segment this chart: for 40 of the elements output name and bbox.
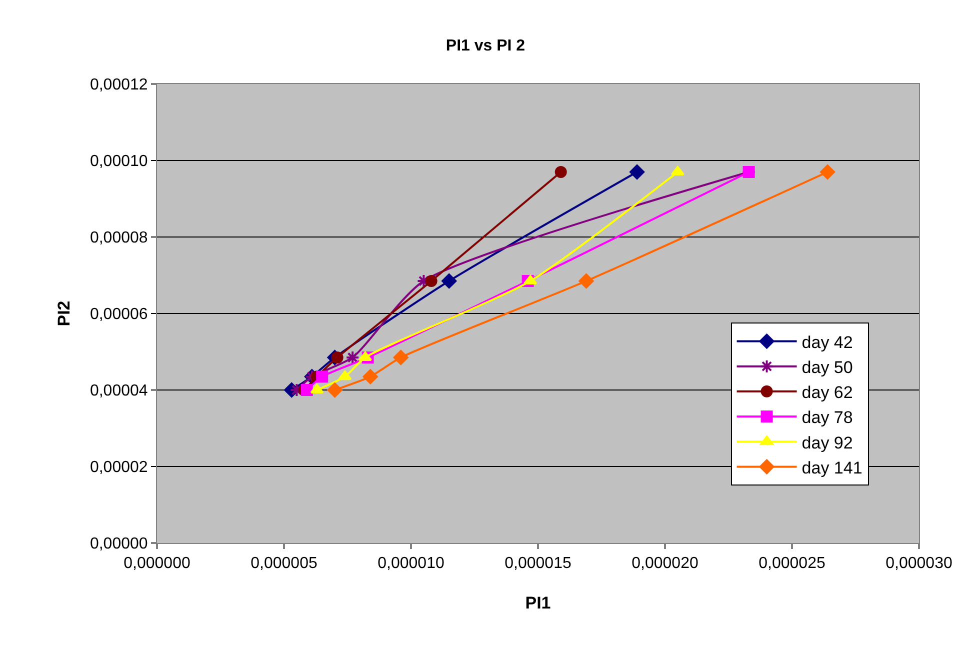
x-tick-label: 0,000015 (504, 555, 572, 572)
point (346, 350, 360, 364)
point (300, 384, 313, 396)
y-tick-label: 0,00008 (90, 230, 148, 247)
x-tick-label: 0,000020 (632, 555, 698, 572)
y-tick-label: 0,00010 (90, 153, 148, 170)
point (316, 370, 328, 383)
y-tick-label: 0,00002 (90, 459, 148, 476)
point (393, 350, 408, 365)
point (820, 164, 836, 180)
chart-title: PI1 vs PI 2 (446, 37, 526, 54)
y-tick-label: 0,00004 (90, 382, 148, 400)
x-tick-label: 0,000030 (886, 555, 952, 572)
point (630, 164, 645, 180)
point (442, 273, 457, 288)
legend-label: day 42 (802, 332, 853, 352)
point (338, 370, 352, 380)
legend-label: day 92 (802, 433, 853, 452)
legend-label: day 141 (802, 458, 862, 478)
x-axis-title: PI1 (525, 594, 551, 613)
point (578, 273, 594, 288)
x-tick-label: 0,000010 (378, 555, 444, 572)
x-tick-label: 0,000025 (758, 555, 826, 572)
point (327, 382, 342, 398)
y-tick-label: 0,00000 (90, 536, 148, 553)
x-tick-label: 0,000000 (124, 555, 190, 572)
point (524, 274, 538, 284)
legend-label: day 78 (802, 408, 853, 428)
y-tick-label: 0,00012 (90, 76, 148, 94)
x-tick-label: 0,000005 (250, 555, 318, 572)
point (670, 166, 684, 176)
point (331, 351, 344, 364)
y-axis-title: PI2 (54, 300, 74, 326)
point (362, 369, 378, 384)
legend-label: day 50 (802, 358, 853, 377)
point (425, 274, 438, 287)
legend-label: day 62 (802, 383, 853, 402)
y-tick-label: 0,00006 (90, 306, 148, 324)
point (358, 351, 372, 361)
point (554, 166, 567, 178)
